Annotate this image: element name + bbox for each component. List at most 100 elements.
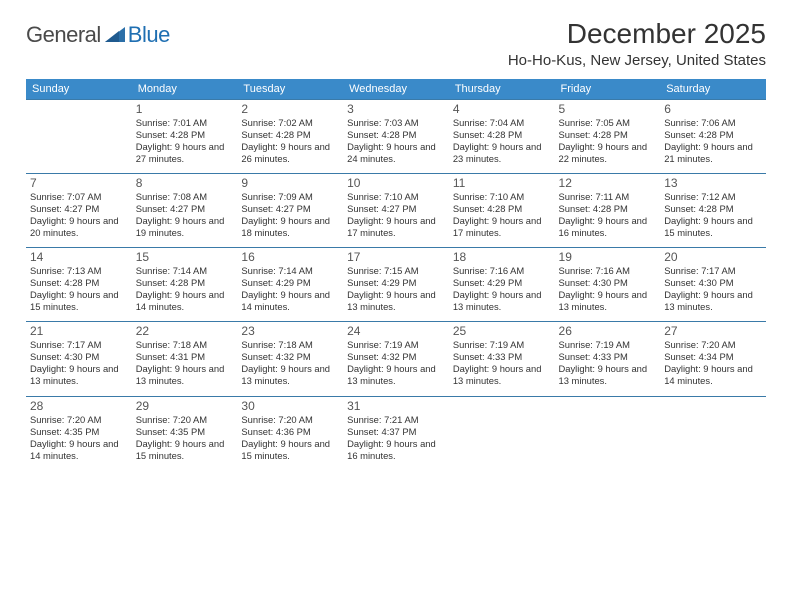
day-header: Friday (555, 79, 661, 100)
day-number: 15 (136, 250, 234, 264)
day-cell: 9Sunrise: 7:09 AMSunset: 4:27 PMDaylight… (237, 174, 343, 248)
day-cell: 6Sunrise: 7:06 AMSunset: 4:28 PMDaylight… (660, 100, 766, 174)
day-number: 9 (241, 176, 339, 190)
day-details: Sunrise: 7:21 AMSunset: 4:37 PMDaylight:… (347, 414, 445, 462)
day-number: 24 (347, 324, 445, 338)
location-text: Ho-Ho-Kus, New Jersey, United States (508, 52, 766, 69)
week-row: 14Sunrise: 7:13 AMSunset: 4:28 PMDayligh… (26, 248, 766, 322)
day-cell (26, 100, 132, 174)
day-number: 28 (30, 399, 128, 413)
day-cell: 1Sunrise: 7:01 AMSunset: 4:28 PMDaylight… (132, 100, 238, 174)
title-block: December 2025 Ho-Ho-Kus, New Jersey, Uni… (508, 18, 766, 73)
day-number: 22 (136, 324, 234, 338)
day-cell (449, 396, 555, 470)
day-header: Sunday (26, 79, 132, 100)
day-details: Sunrise: 7:06 AMSunset: 4:28 PMDaylight:… (664, 117, 762, 165)
week-row: 28Sunrise: 7:20 AMSunset: 4:35 PMDayligh… (26, 396, 766, 470)
day-number: 12 (559, 176, 657, 190)
day-cell: 29Sunrise: 7:20 AMSunset: 4:35 PMDayligh… (132, 396, 238, 470)
day-details: Sunrise: 7:20 AMSunset: 4:35 PMDaylight:… (136, 414, 234, 462)
day-number: 30 (241, 399, 339, 413)
logo-word-1: General (26, 22, 101, 48)
day-details: Sunrise: 7:16 AMSunset: 4:29 PMDaylight:… (453, 265, 551, 313)
day-number: 1 (136, 102, 234, 116)
day-cell: 18Sunrise: 7:16 AMSunset: 4:29 PMDayligh… (449, 248, 555, 322)
week-row: 7Sunrise: 7:07 AMSunset: 4:27 PMDaylight… (26, 174, 766, 248)
day-details: Sunrise: 7:18 AMSunset: 4:32 PMDaylight:… (241, 339, 339, 387)
day-number: 5 (559, 102, 657, 116)
day-number: 27 (664, 324, 762, 338)
day-header-row: Sunday Monday Tuesday Wednesday Thursday… (26, 79, 766, 100)
week-row: 21Sunrise: 7:17 AMSunset: 4:30 PMDayligh… (26, 322, 766, 396)
day-cell: 12Sunrise: 7:11 AMSunset: 4:28 PMDayligh… (555, 174, 661, 248)
day-number: 2 (241, 102, 339, 116)
day-details: Sunrise: 7:20 AMSunset: 4:36 PMDaylight:… (241, 414, 339, 462)
day-cell: 17Sunrise: 7:15 AMSunset: 4:29 PMDayligh… (343, 248, 449, 322)
day-details: Sunrise: 7:08 AMSunset: 4:27 PMDaylight:… (136, 191, 234, 239)
day-cell: 13Sunrise: 7:12 AMSunset: 4:28 PMDayligh… (660, 174, 766, 248)
day-cell: 26Sunrise: 7:19 AMSunset: 4:33 PMDayligh… (555, 322, 661, 396)
day-number: 3 (347, 102, 445, 116)
day-number: 13 (664, 176, 762, 190)
calendar-page: General Blue December 2025 Ho-Ho-Kus, Ne… (0, 0, 792, 480)
day-number: 16 (241, 250, 339, 264)
day-number: 6 (664, 102, 762, 116)
day-cell: 25Sunrise: 7:19 AMSunset: 4:33 PMDayligh… (449, 322, 555, 396)
day-details: Sunrise: 7:16 AMSunset: 4:30 PMDaylight:… (559, 265, 657, 313)
day-details: Sunrise: 7:14 AMSunset: 4:28 PMDaylight:… (136, 265, 234, 313)
day-number: 4 (453, 102, 551, 116)
page-header: General Blue December 2025 Ho-Ho-Kus, Ne… (26, 18, 766, 73)
day-header: Tuesday (237, 79, 343, 100)
day-number: 25 (453, 324, 551, 338)
day-cell: 31Sunrise: 7:21 AMSunset: 4:37 PMDayligh… (343, 396, 449, 470)
day-details: Sunrise: 7:20 AMSunset: 4:35 PMDaylight:… (30, 414, 128, 462)
day-details: Sunrise: 7:14 AMSunset: 4:29 PMDaylight:… (241, 265, 339, 313)
day-cell: 20Sunrise: 7:17 AMSunset: 4:30 PMDayligh… (660, 248, 766, 322)
day-number: 18 (453, 250, 551, 264)
day-cell: 3Sunrise: 7:03 AMSunset: 4:28 PMDaylight… (343, 100, 449, 174)
day-details: Sunrise: 7:19 AMSunset: 4:33 PMDaylight:… (559, 339, 657, 387)
day-details: Sunrise: 7:03 AMSunset: 4:28 PMDaylight:… (347, 117, 445, 165)
day-cell: 24Sunrise: 7:19 AMSunset: 4:32 PMDayligh… (343, 322, 449, 396)
day-cell: 23Sunrise: 7:18 AMSunset: 4:32 PMDayligh… (237, 322, 343, 396)
day-number: 20 (664, 250, 762, 264)
logo-arrow-icon (105, 24, 125, 47)
day-cell: 15Sunrise: 7:14 AMSunset: 4:28 PMDayligh… (132, 248, 238, 322)
week-row: 1Sunrise: 7:01 AMSunset: 4:28 PMDaylight… (26, 100, 766, 174)
day-cell: 27Sunrise: 7:20 AMSunset: 4:34 PMDayligh… (660, 322, 766, 396)
day-details: Sunrise: 7:05 AMSunset: 4:28 PMDaylight:… (559, 117, 657, 165)
day-details: Sunrise: 7:11 AMSunset: 4:28 PMDaylight:… (559, 191, 657, 239)
day-details: Sunrise: 7:17 AMSunset: 4:30 PMDaylight:… (30, 339, 128, 387)
day-number: 17 (347, 250, 445, 264)
day-cell (555, 396, 661, 470)
day-cell: 7Sunrise: 7:07 AMSunset: 4:27 PMDaylight… (26, 174, 132, 248)
day-cell: 19Sunrise: 7:16 AMSunset: 4:30 PMDayligh… (555, 248, 661, 322)
day-details: Sunrise: 7:10 AMSunset: 4:27 PMDaylight:… (347, 191, 445, 239)
day-cell: 22Sunrise: 7:18 AMSunset: 4:31 PMDayligh… (132, 322, 238, 396)
day-number: 10 (347, 176, 445, 190)
day-cell: 8Sunrise: 7:08 AMSunset: 4:27 PMDaylight… (132, 174, 238, 248)
logo: General Blue (26, 22, 170, 48)
day-header: Wednesday (343, 79, 449, 100)
day-cell (660, 396, 766, 470)
day-header: Saturday (660, 79, 766, 100)
day-number: 31 (347, 399, 445, 413)
logo-word-2: Blue (128, 22, 170, 48)
day-cell: 21Sunrise: 7:17 AMSunset: 4:30 PMDayligh… (26, 322, 132, 396)
day-details: Sunrise: 7:15 AMSunset: 4:29 PMDaylight:… (347, 265, 445, 313)
day-details: Sunrise: 7:07 AMSunset: 4:27 PMDaylight:… (30, 191, 128, 239)
day-number: 14 (30, 250, 128, 264)
day-details: Sunrise: 7:19 AMSunset: 4:32 PMDaylight:… (347, 339, 445, 387)
day-details: Sunrise: 7:10 AMSunset: 4:28 PMDaylight:… (453, 191, 551, 239)
day-cell: 30Sunrise: 7:20 AMSunset: 4:36 PMDayligh… (237, 396, 343, 470)
day-details: Sunrise: 7:18 AMSunset: 4:31 PMDaylight:… (136, 339, 234, 387)
day-details: Sunrise: 7:12 AMSunset: 4:28 PMDaylight:… (664, 191, 762, 239)
day-number: 26 (559, 324, 657, 338)
day-details: Sunrise: 7:01 AMSunset: 4:28 PMDaylight:… (136, 117, 234, 165)
day-details: Sunrise: 7:09 AMSunset: 4:27 PMDaylight:… (241, 191, 339, 239)
calendar-table: Sunday Monday Tuesday Wednesday Thursday… (26, 79, 766, 470)
day-details: Sunrise: 7:13 AMSunset: 4:28 PMDaylight:… (30, 265, 128, 313)
day-cell: 5Sunrise: 7:05 AMSunset: 4:28 PMDaylight… (555, 100, 661, 174)
month-title: December 2025 (508, 18, 766, 50)
day-details: Sunrise: 7:02 AMSunset: 4:28 PMDaylight:… (241, 117, 339, 165)
